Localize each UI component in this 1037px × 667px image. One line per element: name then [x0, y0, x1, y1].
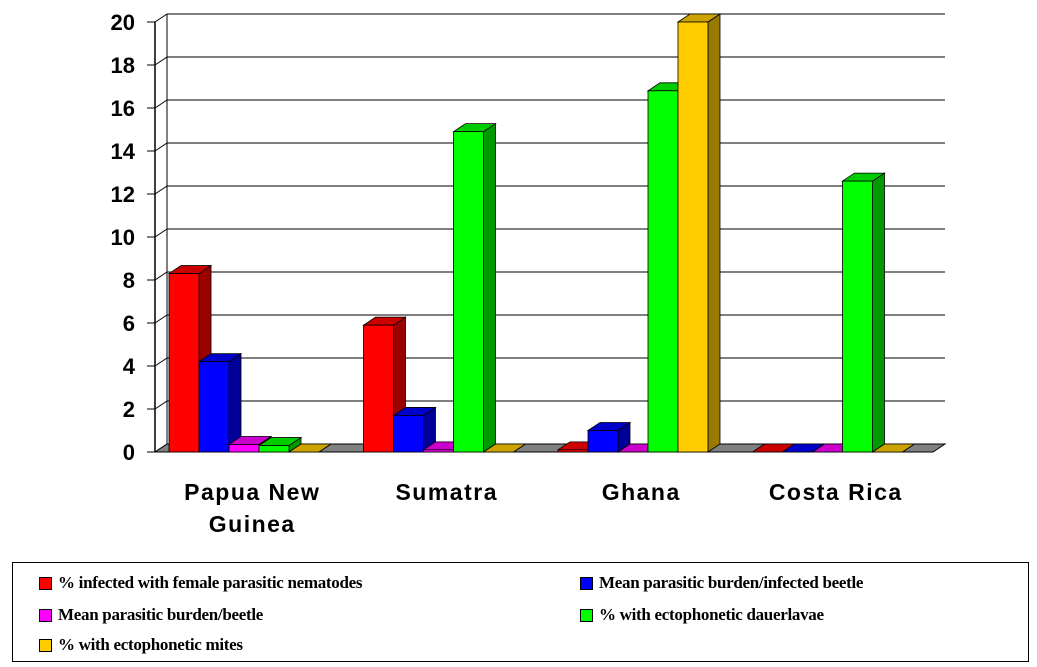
legend-item-series-1: % infected with female parasitic nematod…: [39, 573, 363, 593]
bar-3-series-5-side: [707, 13, 721, 453]
gridline-depth-16: [154, 99, 168, 109]
bar-2-series-4: [453, 131, 484, 453]
chart-legend: % infected with female parasitic nematod…: [12, 562, 1029, 662]
bar-4-series-4: [842, 180, 873, 453]
bar-4-series-4-side: [872, 172, 885, 453]
gridline-depth-14: [154, 142, 168, 152]
legend-label-series-2: Mean parasitic burden/infected beetle: [599, 573, 864, 592]
bar-2-series-5-top: [482, 443, 527, 453]
gridline-depth-6: [154, 314, 168, 324]
legend-label-series-3: Mean parasitic burden/beetle: [58, 605, 264, 624]
bar-1-series-3: [228, 444, 260, 453]
legend-item-series-4: % with ectophonetic dauerlavae: [580, 605, 824, 625]
bar-3-series-5: [677, 21, 709, 453]
bar-1-series-4: [258, 445, 290, 453]
y-tick-label-12: 12: [111, 182, 135, 207]
bar-2-series-3: [423, 449, 454, 453]
x-tick-label-3: Ghana: [602, 479, 681, 505]
y-tick-label-8: 8: [123, 268, 135, 293]
legend-swatch-series-1: [39, 576, 52, 590]
gridline-depth-10: [154, 228, 168, 238]
bar-1-series-1: [168, 273, 200, 453]
x-tick-label-2: Sumatra: [395, 479, 498, 505]
legend-item-series-5: % with ectophonetic mites: [39, 635, 243, 655]
y-tick-label-14: 14: [111, 139, 136, 164]
y-tick-label-16: 16: [111, 96, 135, 121]
bar-3-series-4: [647, 90, 679, 453]
x-tick-label-4: Costa Rica: [769, 479, 903, 505]
gridline-depth-2: [154, 400, 168, 410]
legend-swatch-series-2: [580, 576, 593, 590]
y-tick-label-2: 2: [123, 397, 135, 422]
legend-swatch-series-4: [580, 608, 593, 622]
legend-label-series-5: % with ectophonetic mites: [58, 635, 243, 654]
y-tick-label-4: 4: [123, 354, 136, 379]
legend-item-series-3: Mean parasitic burden/beetle: [39, 605, 263, 625]
y-tick-label-18: 18: [111, 53, 135, 78]
y-tick-label-20: 20: [111, 10, 135, 35]
bar-4-series-5-top: [871, 443, 916, 453]
legend-label-series-1: % infected with female parasitic nematod…: [58, 573, 363, 592]
y-tick-label-6: 6: [123, 311, 135, 336]
gridline-depth-8: [154, 271, 168, 281]
bar-chart: 0 2 4 6 8 10 12 14 16 18 20 Papua New Guinea Sumatra G…: [110, 10, 947, 537]
gridline-depth-4: [154, 357, 168, 367]
x-tick-label-1-line-2: Guinea: [209, 511, 296, 537]
bar-2-series-4-side: [483, 122, 496, 453]
legend-swatch-series-5: [39, 638, 52, 652]
gridline-depth-18: [154, 56, 168, 66]
gridline-depth-12: [154, 185, 168, 195]
bar-1-series-5-top: [287, 443, 333, 453]
bar-2-series-1: [363, 324, 394, 453]
bar-3-series-2: [587, 430, 619, 453]
gridline-depth-20: [154, 13, 168, 23]
legend-label-series-4: % with ectophonetic dauerlavae: [599, 605, 824, 624]
bar-3-series-1: [557, 449, 589, 453]
bar-1-series-2: [198, 361, 230, 453]
legend-item-series-2: Mean parasitic burden/infected beetle: [580, 573, 863, 593]
x-tick-label-1-line-1: Papua New: [184, 479, 320, 505]
y-tick-label-10: 10: [111, 225, 135, 250]
bar-2-series-2: [393, 415, 424, 453]
legend-swatch-series-3: [39, 608, 52, 622]
y-tick-label-0: 0: [123, 440, 135, 465]
